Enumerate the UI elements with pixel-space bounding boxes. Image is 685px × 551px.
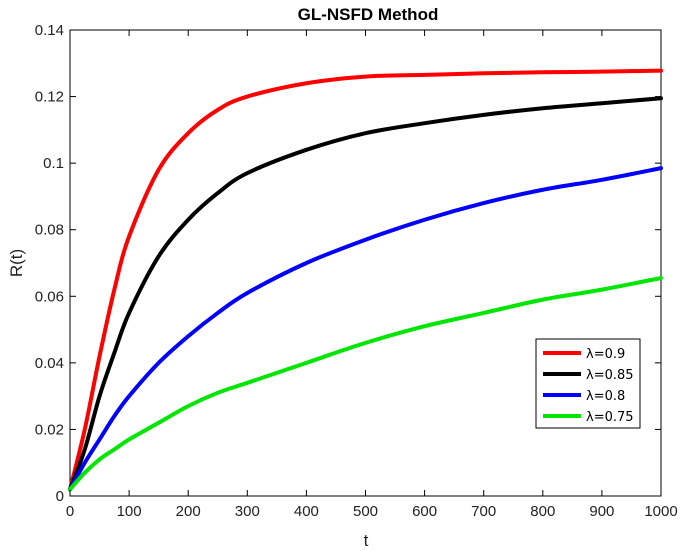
y-tick-label: 0.06 (35, 288, 64, 305)
legend-label-0: λ=0.9 (586, 347, 625, 362)
y-tick-label: 0.02 (35, 421, 64, 438)
y-tick-label: 0 (56, 488, 64, 505)
x-tick-label: 1000 (644, 503, 677, 520)
y-tick-label: 0.14 (35, 22, 64, 39)
chart-title: GL-NSFD Method (298, 5, 439, 24)
y-axis-label: R(t) (7, 249, 26, 277)
legend: λ=0.9 λ=0.85 λ=0.8 λ=0.75 (535, 338, 641, 429)
x-tick-label: 800 (530, 503, 555, 520)
axis-ticks: 0 100 200 300 400 500 600 700 800 900 1000 0 0.02 0.0… (35, 22, 678, 520)
x-tick-label: 100 (117, 503, 142, 520)
x-tick-label: 400 (294, 503, 319, 520)
x-tick-label: 500 (353, 503, 378, 520)
y-tick-label: 0.04 (35, 355, 64, 372)
x-tick-label: 900 (589, 503, 614, 520)
legend-label-2: λ=0.8 (586, 389, 625, 404)
y-tick-label: 0.12 (35, 89, 64, 106)
series-line-0 (68, 68, 663, 492)
x-tick-label: 300 (235, 503, 260, 520)
x-tick-label: 200 (176, 503, 201, 520)
legend-label-3: λ=0.75 (586, 410, 634, 425)
series-line-2 (68, 166, 663, 492)
x-tick-label: 600 (412, 503, 437, 520)
series-line-1 (68, 96, 663, 492)
x-tick-label: 700 (471, 503, 496, 520)
x-axis-label: t (364, 531, 369, 550)
y-tick-label: 0.1 (43, 155, 64, 172)
series-line-3 (68, 275, 663, 492)
legend-label-1: λ=0.85 (586, 368, 634, 383)
y-tick-label: 0.08 (35, 222, 64, 239)
series-lines (68, 68, 663, 492)
x-tick-label: 0 (66, 503, 74, 520)
